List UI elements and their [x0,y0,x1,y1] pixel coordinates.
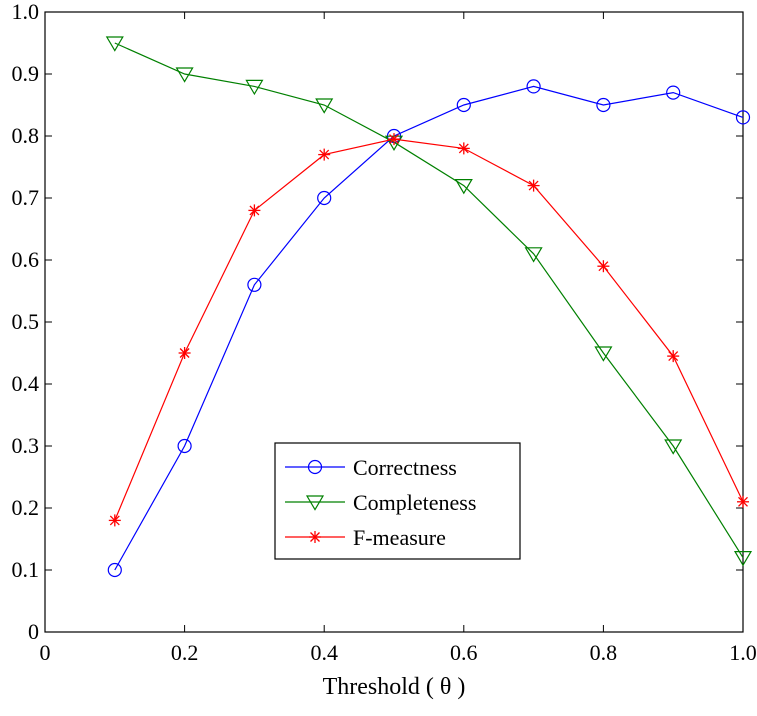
data-point-f-measure [388,133,400,146]
data-point-correctness [247,277,262,292]
data-point-correctness [456,97,471,113]
data-point-f-measure [527,179,540,192]
data-point-f-measure [318,148,331,161]
x-axis-title: Threshold ( θ ) [323,674,466,700]
y-tick-label: 0.6 [12,247,40,272]
data-point-f-measure [457,142,470,155]
axes: 0 0.2 0.4 0.6 0.8 1.0 0 0.1 0.2 0.3 0.4 0.5 0.6 0.7 0.… [12,0,757,700]
data-point-correctness [317,190,332,206]
y-tick-label: 0.7 [12,185,40,210]
data-point-completeness [594,346,613,362]
data-point-correctness [107,562,122,578]
data-point-f-measure [667,350,680,363]
y-tick-label: 0.2 [12,495,40,520]
data-point-completeness [315,98,334,114]
legend-marker [309,531,321,543]
x-tick-label: 0.4 [310,640,338,665]
legend-item-completeness: Completeness [285,490,476,515]
legend-label: Completeness [353,490,476,515]
data-point-correctness [666,85,681,100]
data-point-f-measure [737,495,749,508]
data-point-completeness [664,439,683,455]
legend-item-f-measure: F-measure [285,525,446,550]
x-tick-label: 0 [40,640,51,665]
series-line-f-measure [114,138,744,521]
data-point-correctness [526,79,541,94]
data-point-correctness [177,438,192,454]
data-point-completeness [175,67,194,83]
series-line-completeness [114,42,744,558]
legend-marker [307,459,323,475]
y-tick-label: 1.0 [12,0,40,24]
legend-marker [305,495,325,511]
data-point-f-measure [597,260,610,273]
data-point-completeness [733,550,753,567]
legend-item-correctness: Correctness [285,455,457,480]
legend-label: F-measure [353,525,446,550]
series-layer [105,36,753,578]
y-tick-label: 0 [28,619,39,644]
y-tick-label: 0.5 [12,309,40,334]
x-tick-label: 1.0 [729,640,757,665]
y-tick-label: 0.1 [12,557,40,582]
data-point-completeness [454,179,473,195]
y-tick-label: 0.8 [12,123,40,148]
y-tick-label: 0.9 [12,61,40,86]
series-line-correctness [114,85,744,571]
series-f-measure [108,133,749,527]
data-point-correctness [596,97,611,113]
y-tick-label: 0.4 [12,371,40,396]
x-tick-label: 0.2 [171,640,199,665]
data-point-correctness [735,110,751,125]
x-tick-label: 0.8 [590,640,618,665]
data-point-completeness [105,36,124,52]
data-point-f-measure [178,347,191,359]
x-tick-label: 0.6 [450,640,478,665]
data-point-f-measure [248,204,261,217]
y-tick-label: 0.3 [12,433,40,458]
data-point-completeness [245,79,264,96]
data-point-f-measure [108,514,121,527]
legend: Correctness Completeness F-measure [274,442,521,560]
data-point-completeness [524,247,543,263]
legend-box [274,442,521,560]
series-completeness [105,36,753,567]
legend-label: Correctness [353,455,457,480]
series-correctness [107,79,751,578]
